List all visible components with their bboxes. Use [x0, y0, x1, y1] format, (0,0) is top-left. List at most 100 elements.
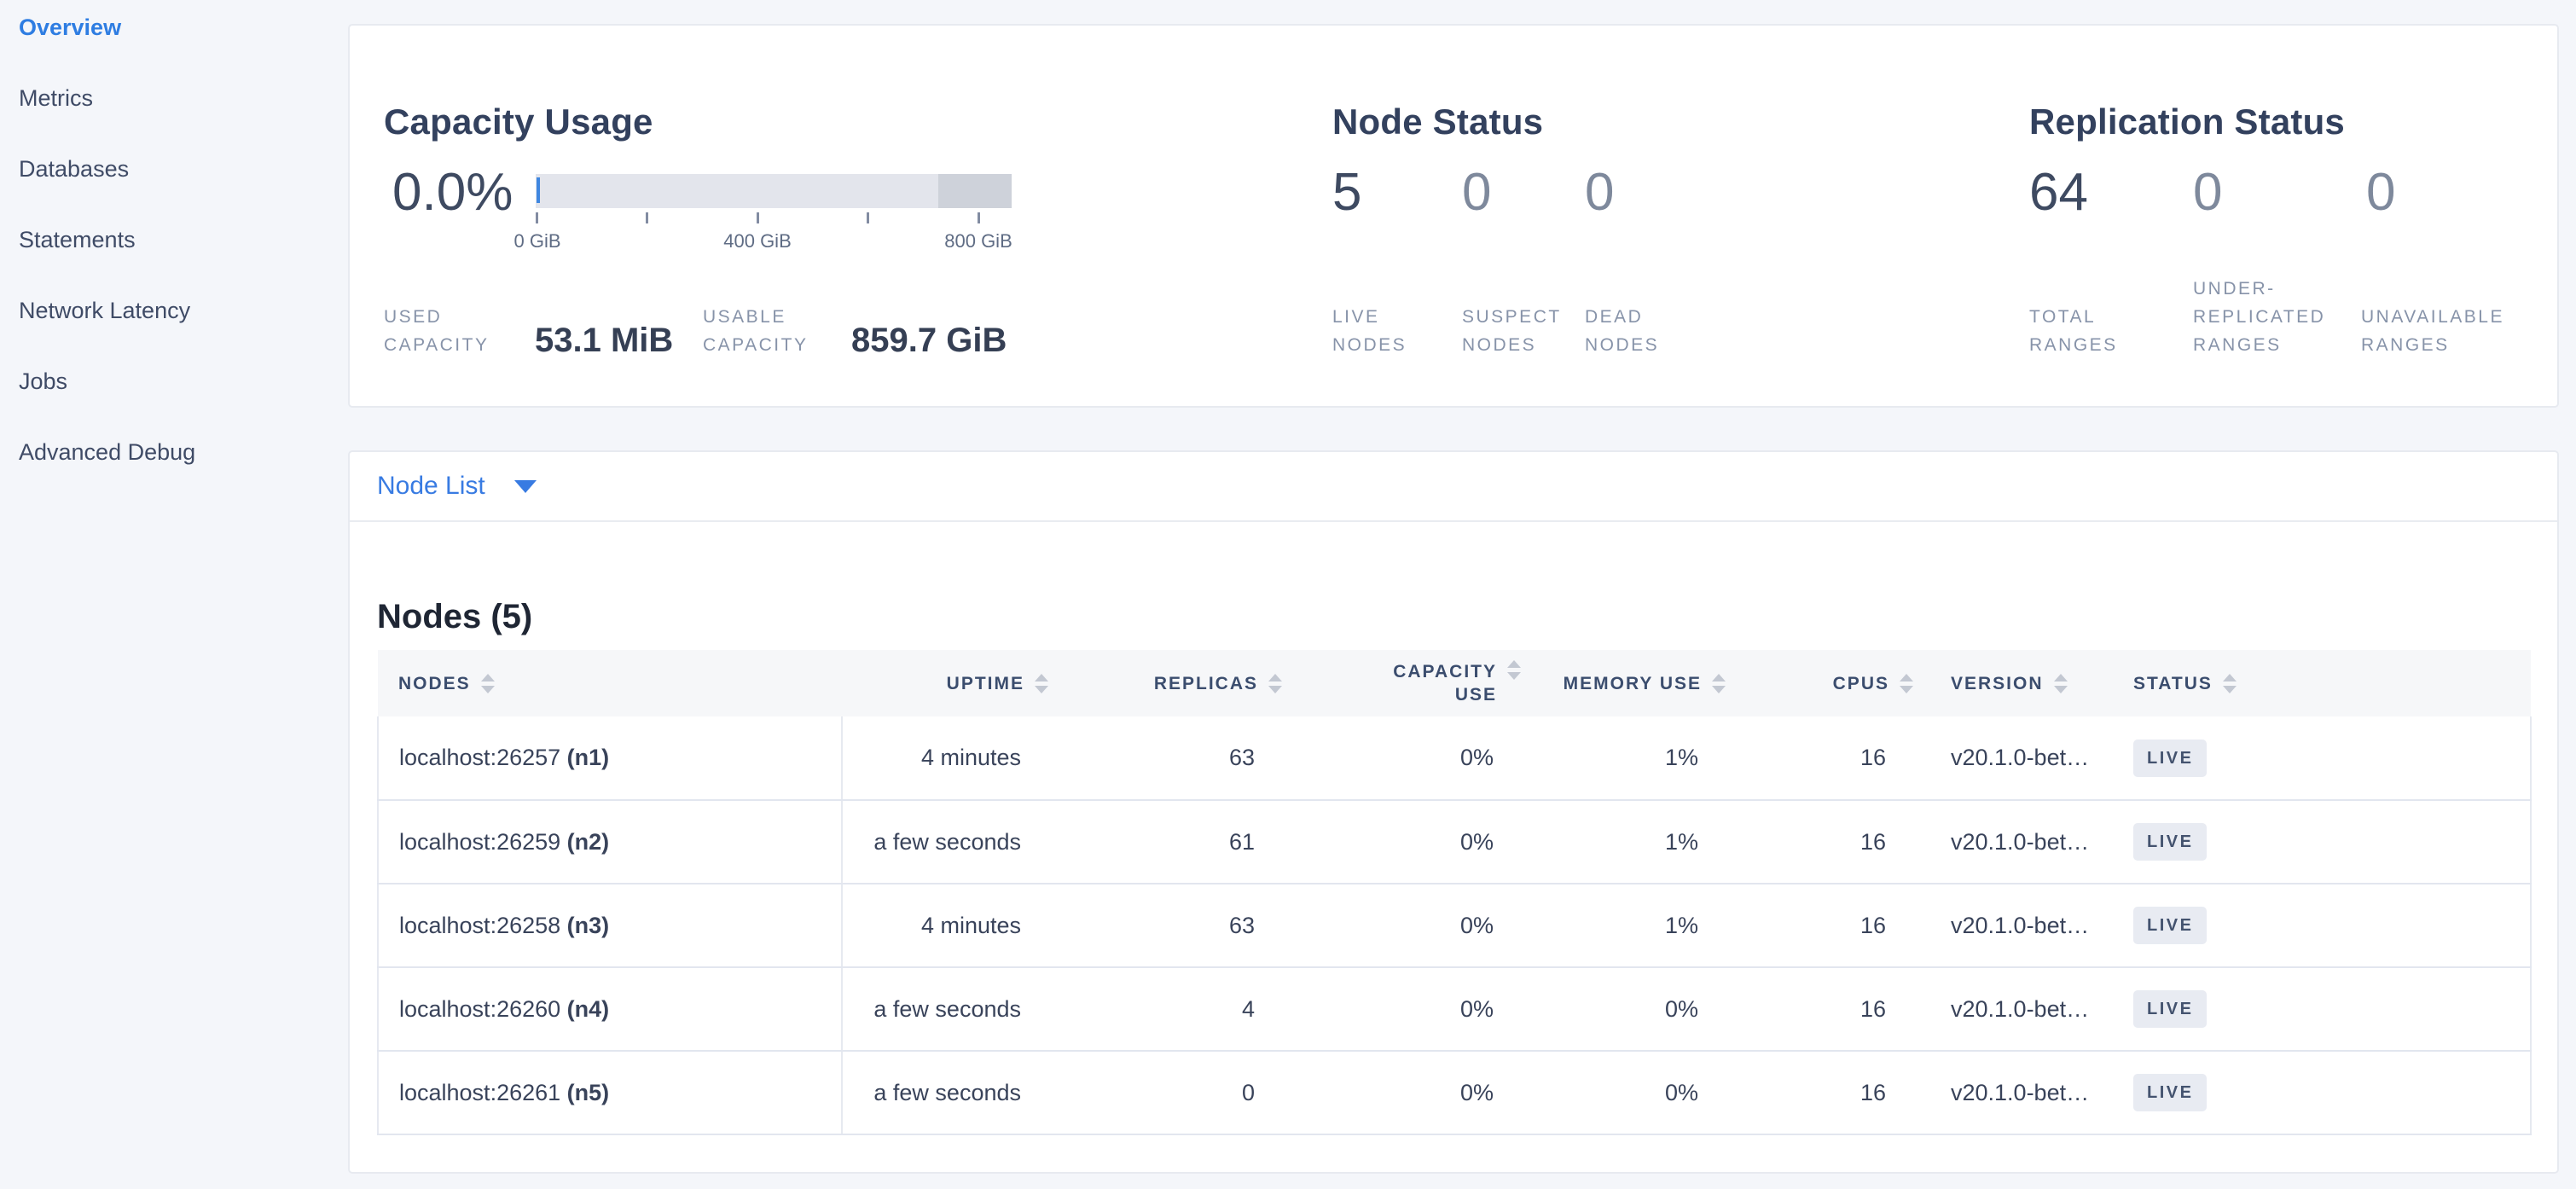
memory-use-cell: 1%: [1526, 716, 1731, 801]
status-badge: LIVE: [2133, 990, 2208, 1028]
sort-icon[interactable]: [480, 673, 495, 693]
replicas-cell: 4: [1053, 967, 1287, 1052]
dead-nodes-count: 0: [1585, 163, 1615, 222]
sidebar-item-jobs[interactable]: Jobs: [19, 368, 68, 394]
sort-icon[interactable]: [1035, 673, 1048, 693]
gauge-tick-label: 400 GiB: [723, 230, 792, 252]
sidebar-item-metrics[interactable]: Metrics: [19, 85, 93, 111]
capacity-use-cell: 0%: [1287, 884, 1526, 968]
table-row-node-2[interactable]: localhost:26259 (n2) a few seconds 61 0%…: [377, 800, 2532, 884]
replicas-cell: 61: [1053, 800, 1287, 884]
column-header-capacity-use[interactable]: CAPACITY USE: [1287, 650, 1526, 716]
capacity-use-cell: 0%: [1287, 716, 1526, 801]
column-header-memory-use[interactable]: MEMORY USE: [1526, 650, 1731, 716]
column-header-status[interactable]: STATUS: [2106, 650, 2531, 716]
capacity-gauge-used-marker: [537, 177, 540, 203]
gauge-tick-label: 0 GiB: [513, 230, 561, 252]
usable-capacity-label: USABLE CAPACITY: [703, 307, 809, 355]
capacity-used-percent: 0.0%: [392, 163, 513, 222]
column-label: CAPACITY USE: [1393, 662, 1497, 705]
uptime-cell: a few seconds: [842, 1051, 1053, 1135]
column-header-cpus[interactable]: CPUS: [1731, 650, 1918, 716]
gauge-tick: [757, 212, 759, 223]
column-label: UPTIME: [946, 673, 1024, 693]
usable-capacity-value: 859.7 GiB: [851, 322, 1007, 359]
node-id: (n4): [566, 995, 610, 1022]
memory-use-cell: 0%: [1526, 967, 1731, 1052]
column-label: CPUS: [1832, 673, 1889, 693]
sort-icon[interactable]: [2053, 673, 2068, 693]
capacity-use-cell: 0%: [1287, 800, 1526, 884]
sidebar-item-network-latency[interactable]: Network Latency: [19, 298, 191, 323]
status-badge: LIVE: [2133, 1074, 2208, 1111]
status-badge: LIVE: [2133, 907, 2208, 944]
status-badge: LIVE: [2133, 739, 2208, 777]
capacity-use-cell: 0%: [1287, 1051, 1526, 1135]
sidebar-item-databases[interactable]: Databases: [19, 156, 130, 182]
table-header-row: NODES UPTIME REPLICAS CAPACITY USE MEMOR…: [378, 650, 2531, 716]
cpus-cell: 16: [1731, 800, 1918, 884]
replicas-cell: 0: [1053, 1051, 1287, 1135]
table-row-node-4[interactable]: localhost:26260 (n4) a few seconds 4 0% …: [377, 967, 2532, 1052]
cpus-cell: 16: [1731, 716, 1918, 801]
node-address[interactable]: localhost:26258: [399, 912, 561, 938]
cpus-cell: 16: [1731, 884, 1918, 968]
sort-icon[interactable]: [2222, 673, 2237, 693]
node-address[interactable]: localhost:26259: [399, 828, 561, 855]
dead-nodes-label: DEAD NODES: [1585, 307, 1660, 355]
version-cell: v20.1.0-bet…: [1918, 800, 2106, 884]
used-capacity-value: 53.1 MiB: [535, 322, 674, 359]
gauge-tick: [646, 212, 648, 223]
unavailable-ranges-count: 0: [2366, 163, 2396, 222]
node-address[interactable]: localhost:26260: [399, 995, 561, 1022]
sidebar: Overview Metrics Databases Statements Ne…: [0, 0, 338, 1189]
used-capacity-label: USED CAPACITY: [384, 307, 490, 355]
table-row-node-1[interactable]: localhost:26257 (n1) 4 minutes 63 0% 1% …: [377, 716, 2532, 801]
suspect-nodes-count: 0: [1462, 163, 1492, 222]
sort-icon[interactable]: [1268, 673, 1282, 693]
column-label: NODES: [398, 673, 471, 693]
replicas-cell: 63: [1053, 884, 1287, 968]
nodes-table: NODES UPTIME REPLICAS CAPACITY USE MEMOR…: [377, 650, 2532, 1135]
table-row-node-5[interactable]: localhost:26261 (n5) a few seconds 0 0% …: [377, 1051, 2532, 1135]
cluster-summary-card: Capacity Usage 0.0% 0 GiB 400 GiB 800 Gi…: [348, 24, 2559, 408]
cpus-cell: 16: [1731, 967, 1918, 1052]
sidebar-item-overview[interactable]: Overview: [19, 14, 122, 40]
node-address[interactable]: localhost:26257: [399, 745, 561, 770]
gauge-tick: [867, 212, 869, 223]
version-cell: v20.1.0-bet…: [1918, 884, 2106, 968]
cpus-cell: 16: [1731, 1051, 1918, 1135]
under-replicated-ranges-count: 0: [2193, 163, 2223, 222]
table-row-node-3[interactable]: localhost:26258 (n3) 4 minutes 63 0% 1% …: [377, 884, 2532, 968]
sort-icon[interactable]: [1712, 673, 1726, 693]
live-nodes-count: 5: [1332, 163, 1362, 222]
version-cell: v20.1.0-bet…: [1918, 716, 2106, 801]
column-header-replicas[interactable]: REPLICAS: [1053, 650, 1287, 716]
column-label: VERSION: [1951, 673, 2044, 693]
chevron-down-icon[interactable]: [513, 479, 537, 493]
sort-icon[interactable]: [1900, 673, 1913, 693]
uptime-cell: a few seconds: [842, 800, 1053, 884]
sidebar-item-statements[interactable]: Statements: [19, 227, 136, 252]
sidebar-item-advanced-debug[interactable]: Advanced Debug: [19, 439, 196, 465]
version-cell: v20.1.0-bet…: [1918, 1051, 2106, 1135]
nodes-table-title: Nodes (5): [377, 598, 533, 636]
column-label: REPLICAS: [1153, 673, 1258, 693]
column-header-uptime[interactable]: UPTIME: [842, 650, 1053, 716]
node-address[interactable]: localhost:26261: [399, 1079, 561, 1105]
memory-use-cell: 0%: [1526, 1051, 1731, 1135]
sort-icon[interactable]: [1507, 660, 1521, 680]
memory-use-cell: 1%: [1526, 884, 1731, 968]
under-replicated-ranges-label: UNDER- REPLICATED RANGES: [2193, 279, 2326, 355]
capacity-gauge: 0 GiB 400 GiB 800 GiB: [513, 174, 1012, 285]
uptime-cell: 4 minutes: [842, 884, 1053, 968]
column-header-nodes[interactable]: NODES: [378, 650, 842, 716]
column-header-version[interactable]: VERSION: [1918, 650, 2106, 716]
gauge-tick: [536, 212, 538, 223]
live-nodes-label: LIVE NODES: [1332, 307, 1407, 355]
gauge-tick-label: 800 GiB: [944, 230, 1012, 252]
version-cell: v20.1.0-bet…: [1918, 967, 2106, 1052]
capacity-use-cell: 0%: [1287, 967, 1526, 1052]
node-list-dropdown[interactable]: Node List: [377, 472, 485, 500]
view-selector-row: Node List: [350, 452, 2557, 522]
